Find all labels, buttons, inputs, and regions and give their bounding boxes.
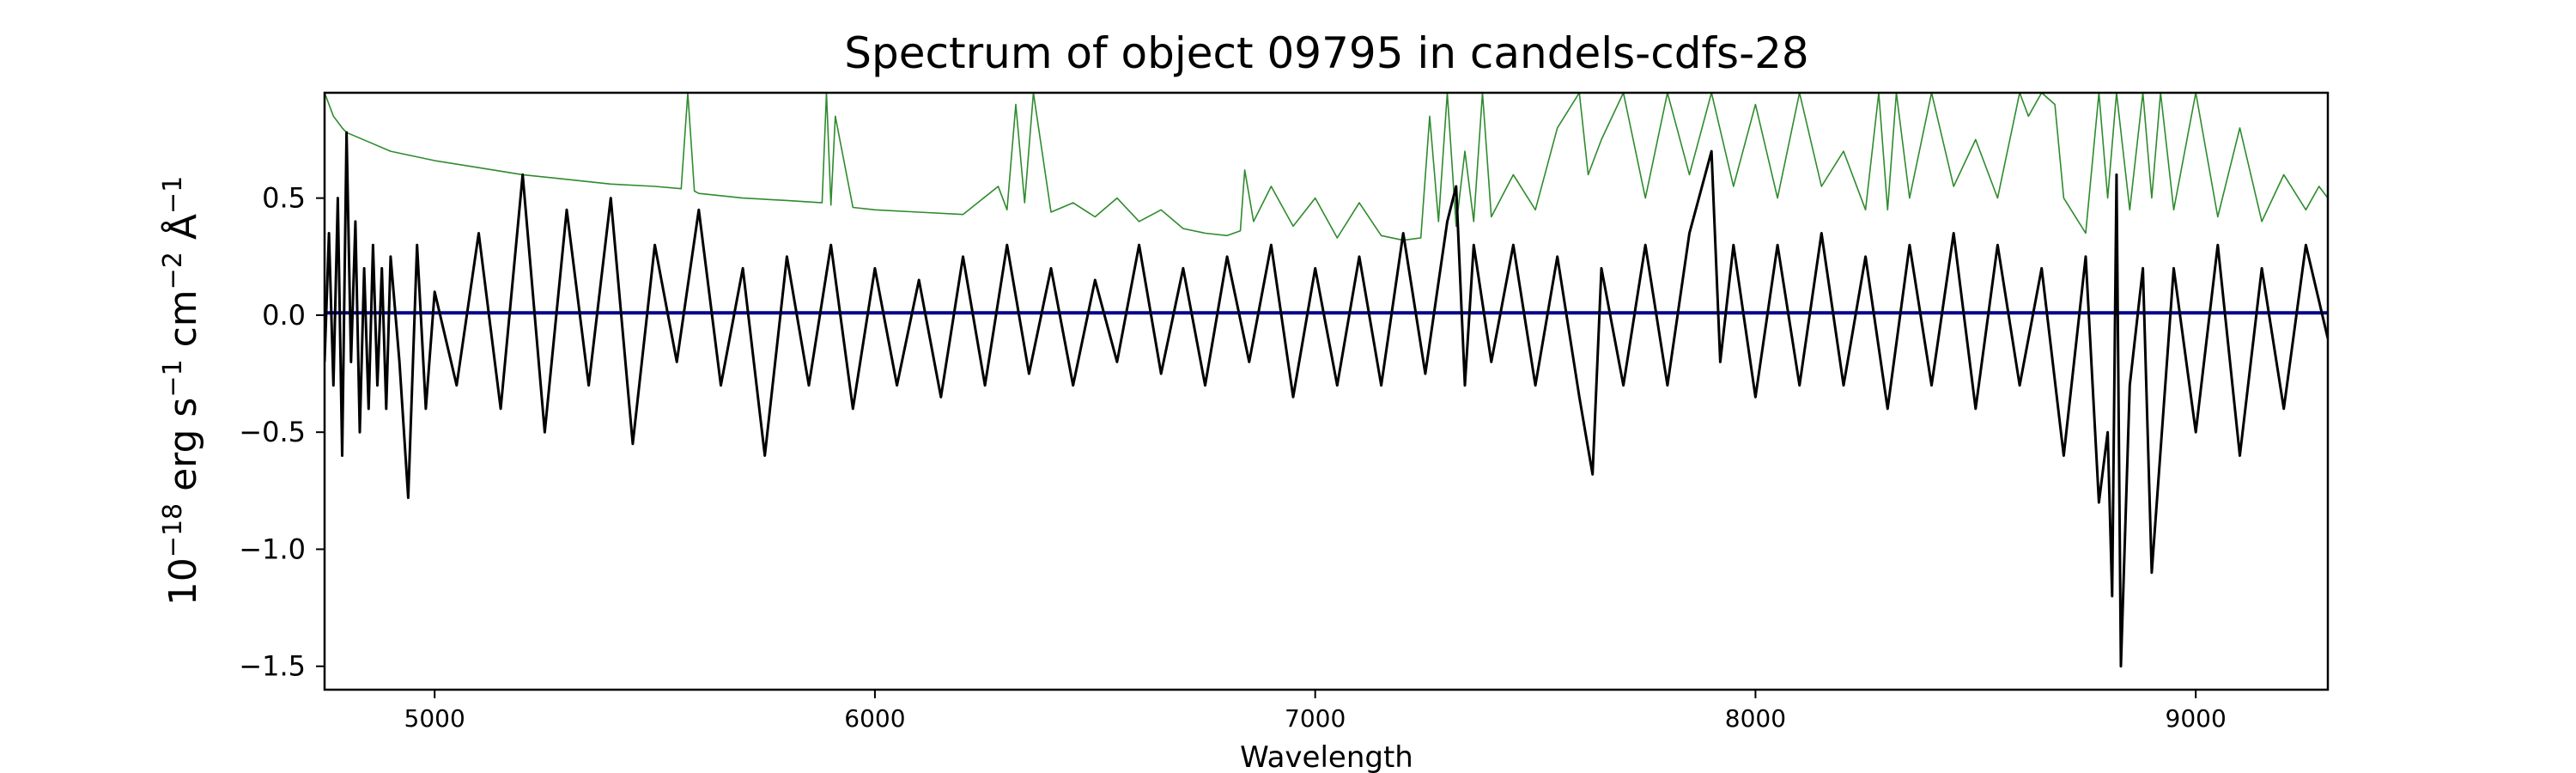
- x-tick-label: 5000: [404, 704, 465, 733]
- y-label-unit-2-sup: −1: [158, 176, 188, 214]
- y-label-unit-2: Å: [160, 214, 205, 252]
- y-tick-label: 0.5: [262, 182, 306, 215]
- series-line-flux: [325, 131, 2328, 668]
- y-label-unit-0-sup: −1: [158, 359, 188, 397]
- y-label-scale: 10: [161, 557, 205, 606]
- y-axis-label: 10−18 erg s−1 cm−2 Å−1: [158, 176, 206, 606]
- series-line-noise: [325, 93, 2328, 241]
- y-label-unit-0: erg s: [161, 398, 205, 503]
- y-label-unit-1-sup: −2: [158, 252, 188, 289]
- y-label-scale-sup: −18: [158, 503, 188, 557]
- y-tick-label: −0.5: [239, 416, 306, 448]
- plot-area: [323, 91, 2330, 691]
- chart-title: Spectrum of object 09795 in candels-cdfs…: [844, 28, 1809, 78]
- x-tick-label: 8000: [1725, 704, 1786, 733]
- y-tick-label: 0.0: [262, 299, 306, 332]
- x-tick-label: 7000: [1285, 704, 1346, 733]
- x-axis: 5000 6000 7000 8000 9000: [404, 690, 2227, 733]
- plot-frame: [323, 91, 2330, 691]
- series-layer: [325, 93, 2328, 668]
- x-tick-label: 9000: [2166, 704, 2227, 733]
- x-axis-label: Wavelength: [1240, 740, 1413, 773]
- y-label-unit-1: cm: [161, 289, 205, 359]
- y-tick-label: −1.5: [239, 650, 306, 683]
- y-tick-label: −1.0: [239, 533, 306, 565]
- y-axis: −1.5 −1.0 −0.5 0.0 0.5: [239, 182, 325, 683]
- x-tick-label: 6000: [844, 704, 905, 733]
